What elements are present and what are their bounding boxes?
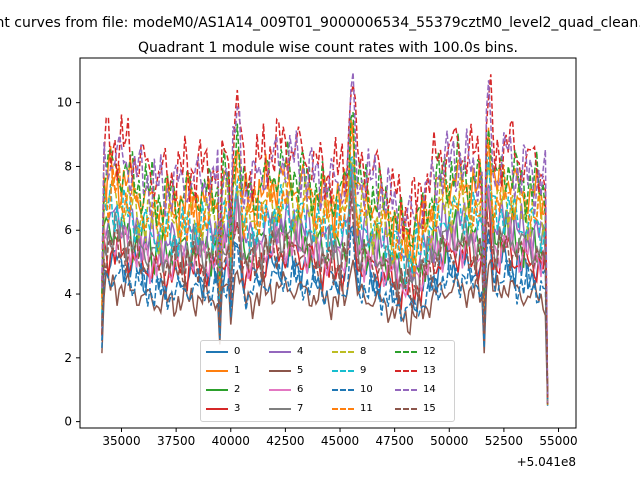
- plot-frame: [79, 57, 577, 429]
- legend-swatch: [269, 370, 291, 372]
- y-tick-label: 4: [64, 287, 72, 301]
- legend-item-10: 10: [332, 383, 394, 397]
- legend-label: 8: [360, 346, 367, 357]
- legend-item-7: 7: [269, 402, 331, 416]
- legend-swatch: [332, 389, 354, 391]
- series-line-6: [101, 177, 549, 402]
- legend-swatch: [206, 370, 228, 372]
- y-tick-label: 6: [64, 223, 72, 237]
- legend-item-13: 13: [395, 364, 457, 378]
- legend-item-5: 5: [269, 364, 331, 378]
- legend-label: 10: [360, 384, 373, 395]
- legend-item-4: 4: [269, 345, 331, 359]
- legend-item-14: 14: [395, 383, 457, 397]
- legend-label: 2: [234, 384, 241, 395]
- legend-swatch: [395, 351, 417, 353]
- x-tick-label: 37500: [157, 434, 195, 448]
- legend-label: 14: [423, 384, 436, 395]
- legend-label: 0: [234, 346, 241, 357]
- legend-swatch: [206, 351, 228, 353]
- legend-label: 3: [234, 403, 241, 414]
- y-tick-label: 10: [57, 96, 72, 110]
- legend-label: 11: [360, 403, 373, 414]
- y-tick-label: 0: [64, 415, 72, 429]
- legend-swatch: [332, 351, 354, 353]
- legend-item-2: 2: [206, 383, 268, 397]
- x-tick-label: 35000: [102, 434, 140, 448]
- figure-suptitle: Light curves from file: modeM0/AS1A14_00…: [0, 15, 640, 31]
- x-tick-label: 40000: [212, 434, 250, 448]
- y-tick-label: 2: [64, 351, 72, 365]
- x-axis: 35000 37500 40000 42500 45000 47500 50000 52500…: [102, 428, 578, 448]
- legend-swatch: [206, 389, 228, 391]
- legend-item-1: 1: [206, 364, 268, 378]
- legend-swatch: [269, 389, 291, 391]
- legend-label: 6: [297, 384, 304, 395]
- x-tick-label: 55000: [539, 434, 577, 448]
- legend-item-6: 6: [269, 383, 331, 397]
- legend-label: 1: [234, 365, 241, 376]
- legend-swatch: [206, 408, 228, 410]
- legend-label: 7: [297, 403, 304, 414]
- legend-swatch: [269, 351, 291, 353]
- series-line-14: [101, 72, 549, 397]
- x-tick-label: 50000: [430, 434, 468, 448]
- series-layer: [101, 72, 549, 406]
- legend-label: 9: [360, 365, 367, 376]
- legend-label: 13: [423, 365, 436, 376]
- legend-label: 12: [423, 346, 436, 357]
- x-offset-label: +5.041e8: [517, 455, 576, 469]
- legend: 0 1 2 3 4 5 6 7 8 9 10 11 12 13 14 15: [200, 340, 455, 422]
- x-tick-label: 45000: [321, 434, 359, 448]
- legend-item-0: 0: [206, 345, 268, 359]
- y-tick-label: 8: [64, 159, 72, 173]
- series-line-13: [101, 74, 549, 398]
- legend-swatch: [332, 370, 354, 372]
- legend-item-11: 11: [332, 402, 394, 416]
- legend-label: 4: [297, 346, 304, 357]
- legend-item-15: 15: [395, 402, 457, 416]
- series-line-7: [101, 169, 549, 402]
- legend-item-8: 8: [332, 345, 394, 359]
- legend-swatch: [332, 408, 354, 410]
- legend-swatch: [269, 408, 291, 410]
- chart-title: Quadrant 1 module wise count rates with …: [138, 40, 518, 56]
- x-tick-label: 52500: [485, 434, 523, 448]
- legend-swatch: [395, 408, 417, 410]
- series-line-10: [101, 227, 549, 400]
- series-line-15: [101, 190, 549, 397]
- legend-item-9: 9: [332, 364, 394, 378]
- legend-item-3: 3: [206, 402, 268, 416]
- y-axis: 0 2 4 6 8 10: [57, 96, 80, 429]
- legend-label: 5: [297, 365, 304, 376]
- x-tick-label: 42500: [266, 434, 304, 448]
- legend-swatch: [395, 389, 417, 391]
- x-tick-label: 47500: [376, 434, 414, 448]
- legend-label: 15: [423, 403, 436, 414]
- legend-swatch: [395, 370, 417, 372]
- legend-item-12: 12: [395, 345, 457, 359]
